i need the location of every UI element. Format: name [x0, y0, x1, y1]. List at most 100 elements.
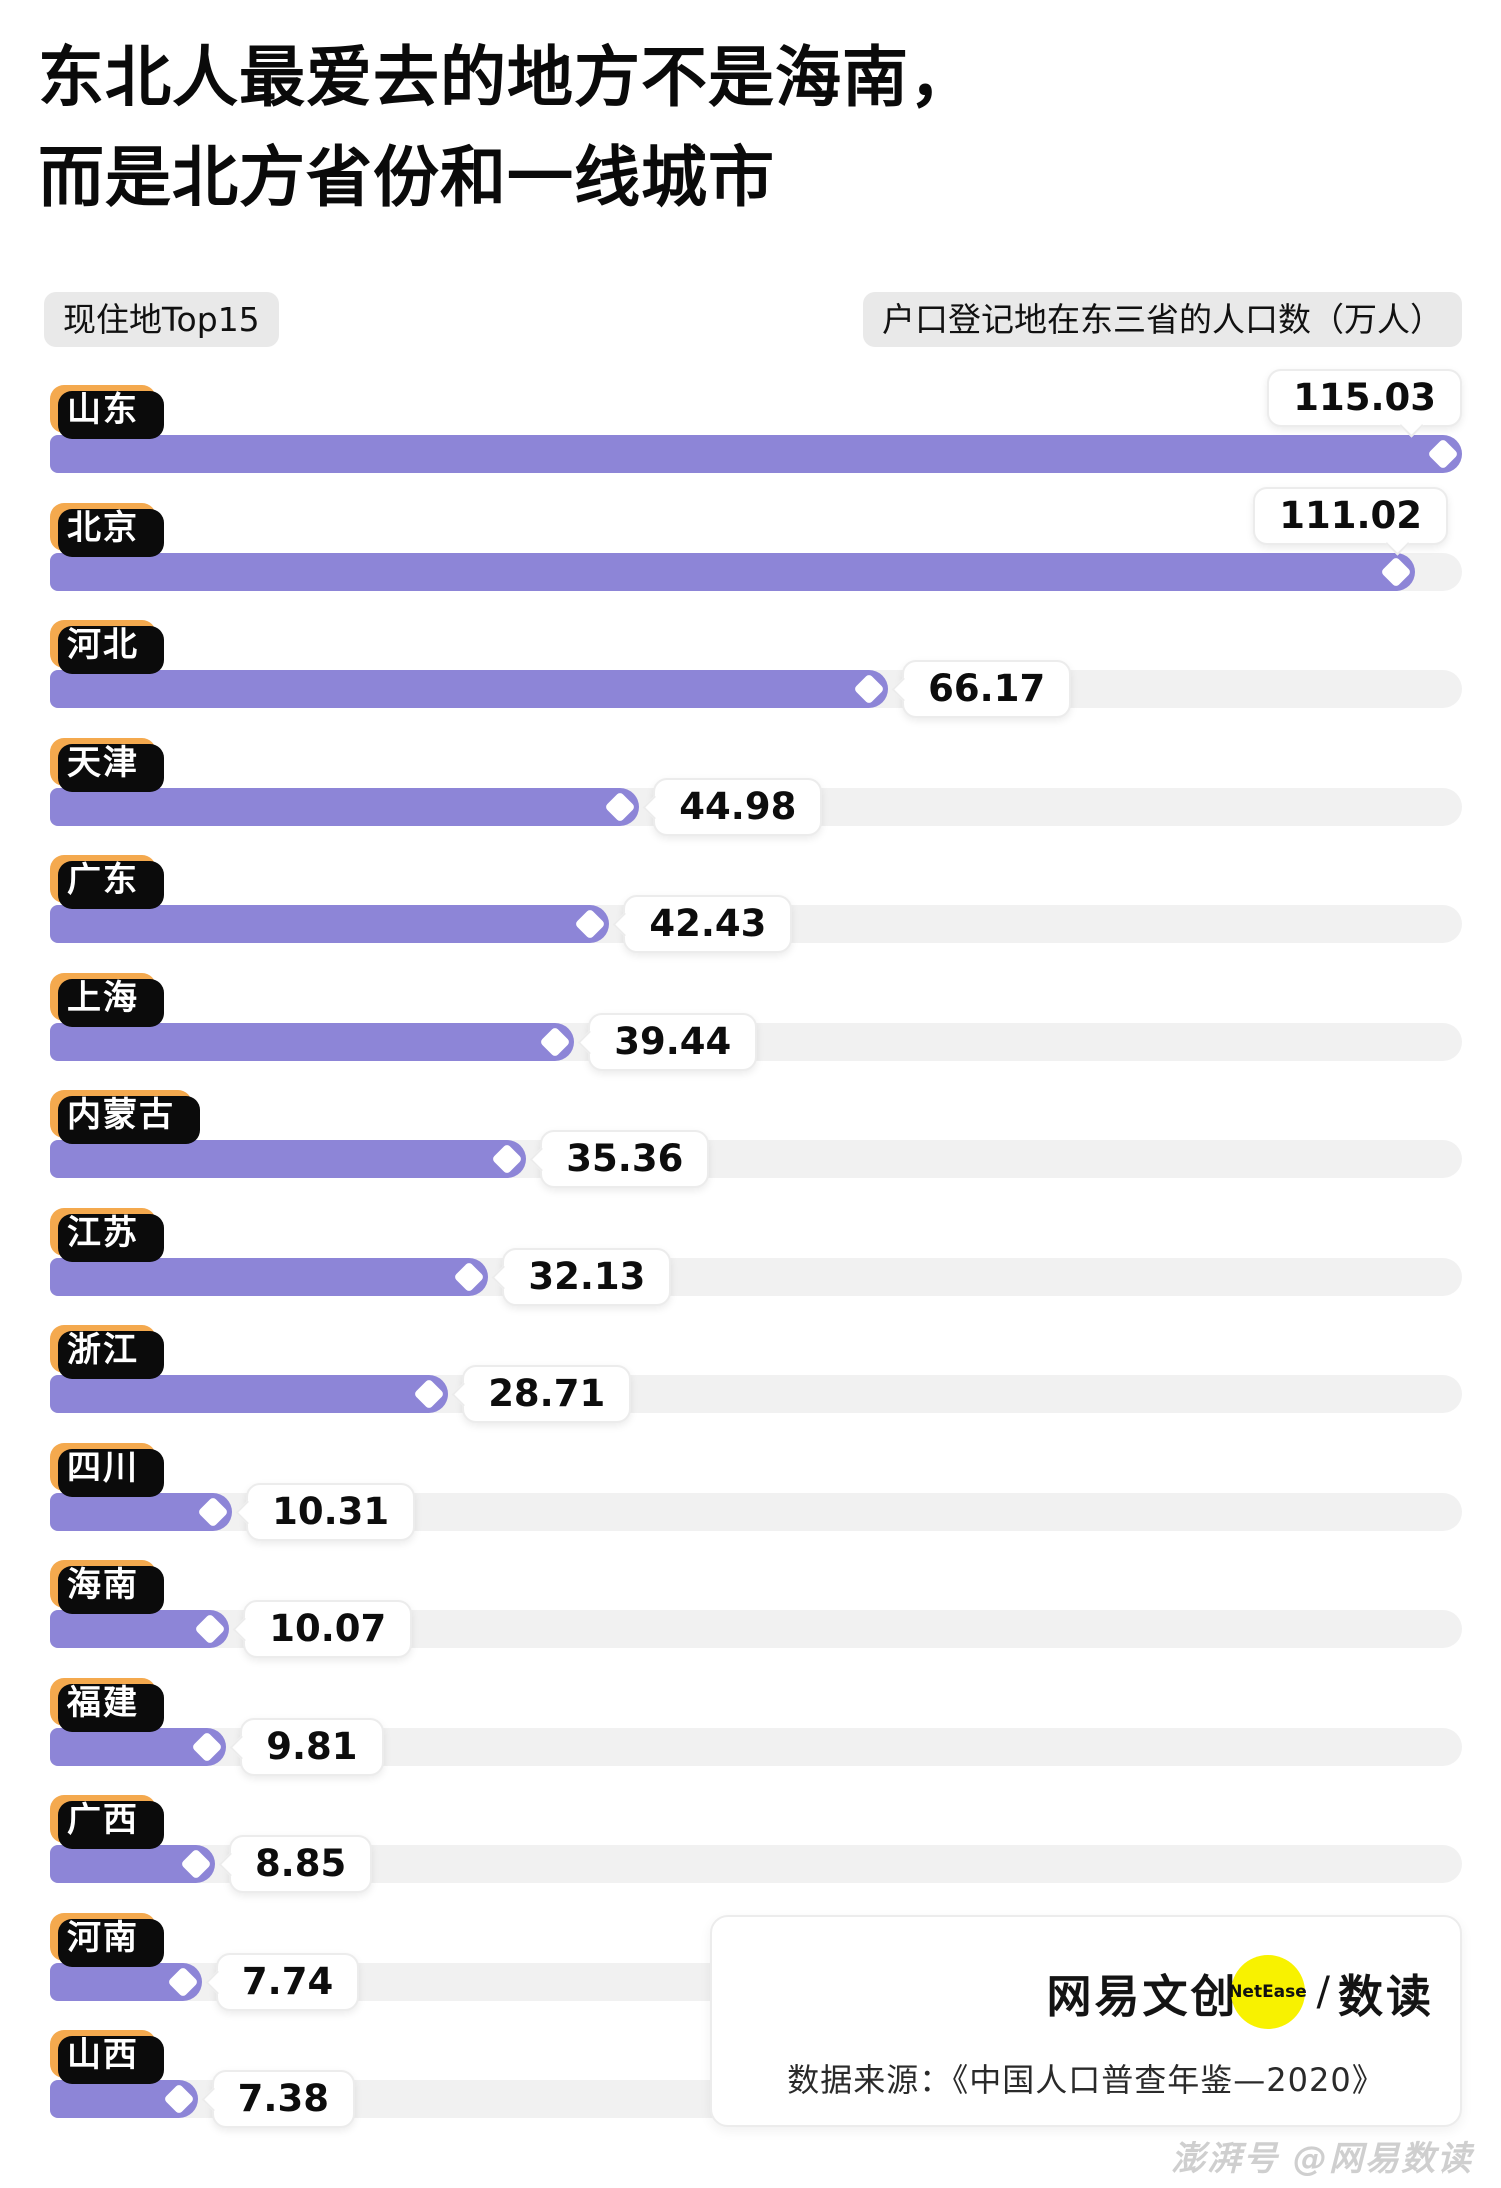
province-label-chip: 河北 [50, 620, 156, 668]
bar [50, 1022, 575, 1061]
bar [50, 2080, 198, 2118]
value-bubble: 10.31 [246, 1482, 416, 1541]
diamond-marker-icon [853, 673, 885, 705]
chart-row: 内蒙古 35.36 [50, 1090, 1462, 1188]
bar-track: 28.71 [50, 1365, 1462, 1423]
brand-wangyiwenchuang-label: 网易文创 [1046, 1969, 1239, 2023]
bar-track: 8.85 [50, 1835, 1462, 1893]
right-axis-label: 户口登记地在东三省的人口数（万人） [863, 292, 1462, 347]
bar-track: 10.07 [50, 1600, 1462, 1658]
bar-track: 10.31 [50, 1482, 1462, 1541]
chart-row: 浙江 28.71 [50, 1325, 1462, 1423]
province-label-chip: 内蒙古 [50, 1090, 192, 1138]
bar-track: 44.98 [50, 777, 1462, 836]
province-label-chip: 天津 [50, 737, 156, 786]
chart-row: 河北 66.17 [50, 620, 1462, 718]
bar-track: 115.03 [50, 369, 1462, 473]
chart-row: 天津 44.98 [50, 737, 1462, 836]
bar [50, 1727, 227, 1766]
province-label-chip: 山西 [50, 2030, 156, 2078]
source-box: 网易文创 NetEase / 数读 数据来源：《中国人口普查年鉴—2020》 [710, 1915, 1462, 2127]
diamond-marker-icon [1380, 555, 1412, 588]
diamond-marker-icon [453, 1260, 485, 1293]
diamond-marker-icon [167, 1965, 199, 1998]
bar-track: 39.44 [50, 1012, 1462, 1071]
bar-track: 35.36 [50, 1130, 1462, 1188]
chart-row: 四川 10.31 [50, 1442, 1462, 1541]
province-label-chip: 河南 [50, 1912, 156, 1961]
diamond-marker-icon [197, 1495, 229, 1528]
chart-row: 山东 115.03 [50, 369, 1462, 473]
bar [50, 1610, 230, 1648]
diamond-marker-icon [194, 1613, 226, 1645]
bar [50, 905, 610, 943]
bar [50, 1140, 527, 1178]
bar-track: 9.81 [50, 1717, 1462, 1776]
province-label-chip: 浙江 [50, 1325, 156, 1373]
bar-track: 32.13 [50, 1247, 1462, 1306]
value-bubble: 7.38 [211, 2070, 355, 2128]
chart-row: 广西 8.85 [50, 1795, 1462, 1893]
value-bubble: 8.85 [228, 1835, 373, 1893]
province-label-chip: 广东 [50, 855, 156, 903]
bar [50, 1845, 215, 1883]
diamond-marker-icon [191, 1730, 223, 1763]
data-source-text: 数据来源：《中国人口普查年鉴—2020》 [787, 2061, 1385, 2099]
province-label-chip: 福建 [50, 1677, 156, 1726]
bar [50, 670, 889, 708]
left-axis-label: 现住地Top15 [44, 292, 279, 347]
province-label-chip: 四川 [50, 1442, 156, 1491]
diamond-marker-icon [491, 1143, 523, 1175]
bar [50, 1492, 233, 1531]
diamond-marker-icon [180, 1848, 212, 1880]
value-bubble: 42.43 [623, 895, 793, 953]
bar-track: 66.17 [50, 660, 1462, 718]
diamond-marker-icon [1427, 438, 1459, 470]
chart-row: 江苏 32.13 [50, 1207, 1462, 1306]
value-bubble: 115.03 [1267, 369, 1462, 427]
province-label-chip: 山东 [50, 385, 156, 433]
diamond-marker-icon [539, 1025, 571, 1058]
bar-track: 111.02 [50, 486, 1462, 591]
diamond-marker-icon [574, 908, 606, 940]
value-bubble: 66.17 [902, 660, 1072, 718]
province-label-chip: 江苏 [50, 1207, 156, 1256]
page-title: 东北人最爱去的地方不是海南， 而是北方省份和一线城市 [38, 28, 1461, 229]
brand-logo: 网易文创 NetEase / 数读 [1046, 1955, 1434, 2029]
diamond-marker-icon [604, 790, 636, 823]
value-bubble: 35.36 [540, 1130, 710, 1188]
province-label-chip: 上海 [50, 972, 156, 1021]
value-bubble: 39.44 [588, 1012, 758, 1071]
diamond-marker-icon [163, 2083, 195, 2115]
netease-badge-label: NetEase [1228, 1982, 1307, 2002]
value-bubble: 28.71 [462, 1365, 632, 1423]
bar-track: 42.43 [50, 895, 1462, 953]
bar [50, 1257, 489, 1296]
chart-row: 北京 111.02 [50, 486, 1462, 591]
bar [50, 552, 1415, 591]
netease-badge-icon: NetEase [1228, 1955, 1307, 2029]
axis-header-row: 现住地Top15 户口登记地在东三省的人口数（万人） [44, 292, 1462, 347]
province-label-chip: 广西 [50, 1795, 156, 1843]
brand-divider: / [1316, 1969, 1330, 2015]
bar [50, 435, 1462, 473]
value-bubble: 9.81 [240, 1717, 384, 1776]
value-bubble: 44.98 [653, 777, 823, 836]
bar [50, 1962, 202, 2001]
province-label-chip: 海南 [50, 1560, 156, 1608]
chart-row: 海南 10.07 [50, 1560, 1462, 1658]
bar [50, 787, 640, 826]
bar [50, 1375, 449, 1413]
title-line-2: 而是北方省份和一线城市 [38, 139, 775, 217]
value-bubble: 10.07 [243, 1600, 413, 1658]
chart-row: 福建 9.81 [50, 1677, 1462, 1776]
value-bubble: 7.74 [215, 1952, 360, 2011]
watermark-text: 澎湃号 @网易数读 [1171, 2139, 1473, 2179]
brand-shudu-label: 数读 [1337, 1969, 1434, 2023]
chart-row: 上海 39.44 [50, 972, 1462, 1071]
province-label-chip: 北京 [50, 502, 156, 551]
value-bubble: 111.02 [1253, 486, 1448, 545]
bar-chart: 山东 115.03 北京 111.02 河北 66.17 天津 44.98 广东 42.43 上海 3… [50, 369, 1462, 2148]
diamond-marker-icon [413, 1378, 445, 1410]
